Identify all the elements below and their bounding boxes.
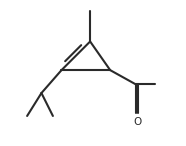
Text: O: O [133, 117, 141, 127]
